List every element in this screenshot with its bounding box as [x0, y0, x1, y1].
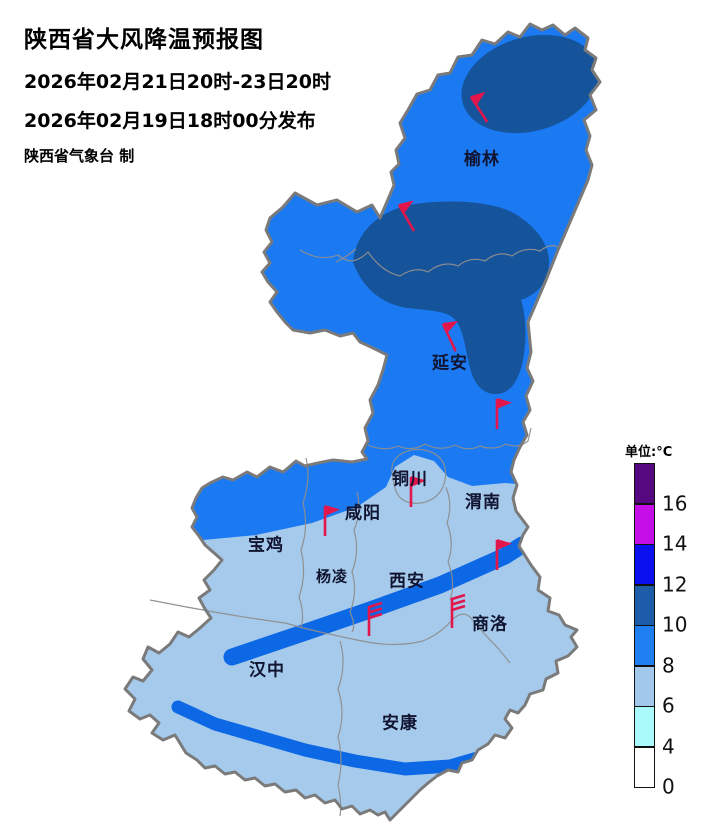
- valid-period: 2026年02月21日20时-23日20时: [24, 71, 331, 93]
- region-10-12-central-patch: [353, 201, 549, 395]
- city-label: 汉中: [249, 660, 285, 681]
- county-boundaries: [149, 245, 559, 817]
- city-label: 杨凌: [315, 567, 349, 586]
- city-label: 安康: [382, 713, 418, 734]
- wind-band-weihe: [223, 536, 531, 666]
- city-label: 铜川: [392, 469, 428, 490]
- producer: 陕西省气象台 制: [24, 147, 135, 165]
- city-label: 延安: [432, 353, 468, 374]
- city-label: 商洛: [472, 614, 508, 635]
- city-label: 西安: [389, 571, 425, 592]
- city-label: 渭南: [465, 492, 501, 513]
- province-border: [123, 22, 602, 822]
- issue-time: 2026年02月19日18时00分发布: [24, 110, 316, 132]
- title-block: 陕西省大风降温预报图 2026年02月21日20时-23日20时 2026年02…: [24, 20, 331, 166]
- city-label: 宝鸡: [248, 535, 284, 556]
- city-label: 榆林: [464, 149, 500, 170]
- page-title: 陕西省大风降温预报图: [24, 27, 264, 53]
- city-label: 咸阳: [345, 503, 381, 524]
- region-10-12-north-patch: [461, 34, 599, 134]
